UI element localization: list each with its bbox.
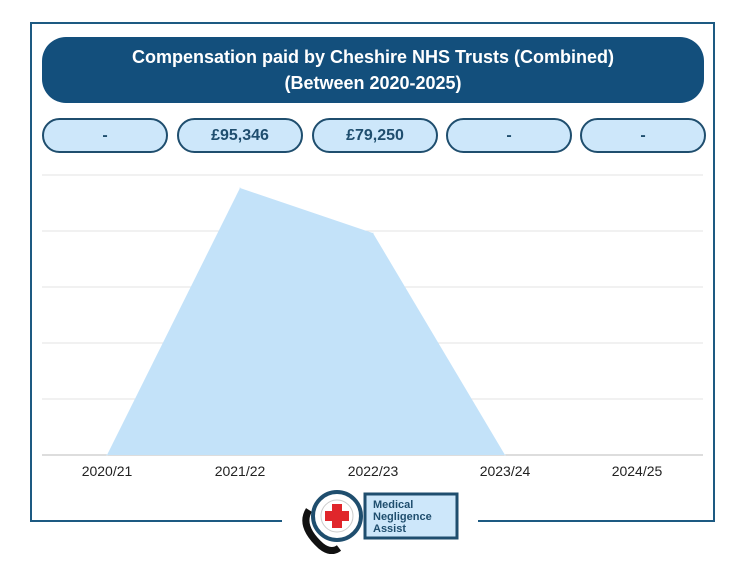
data-point-2022/23 xyxy=(372,232,374,234)
data-point-2020/21 xyxy=(106,454,108,456)
value-pill-2022-23: £79,250 xyxy=(312,118,438,153)
data-point-2023/24 xyxy=(504,454,506,456)
logo-text: Assist xyxy=(373,523,406,535)
title-line-1: Compensation paid by Cheshire NHS Trusts… xyxy=(131,47,615,67)
x-tick-label: 2024/25 xyxy=(612,463,663,479)
value-pill-2020-21: - xyxy=(42,118,168,153)
x-tick-label: 2022/23 xyxy=(348,463,399,479)
x-tick-label: 2023/24 xyxy=(480,463,531,479)
data-point-2021/22 xyxy=(239,187,241,189)
logo-text: Medical xyxy=(373,499,413,511)
medical-negligence-assist-logo: Medical Negligence Assist xyxy=(302,490,459,554)
x-tick-label: 2020/21 xyxy=(82,463,133,479)
phone-icon xyxy=(302,508,342,554)
value-pill-2023-24: - xyxy=(446,118,572,153)
value-pill-2021-22: £95,346 xyxy=(177,118,303,153)
chart-title: Compensation paid by Cheshire NHS Trusts… xyxy=(42,37,704,103)
area-series xyxy=(107,188,505,456)
logo-text: Negligence xyxy=(373,511,432,523)
title-line-2: (Between 2020-2025) xyxy=(284,73,462,93)
x-tick-label: 2021/22 xyxy=(215,463,266,479)
value-pill-2024-25: - xyxy=(580,118,706,153)
